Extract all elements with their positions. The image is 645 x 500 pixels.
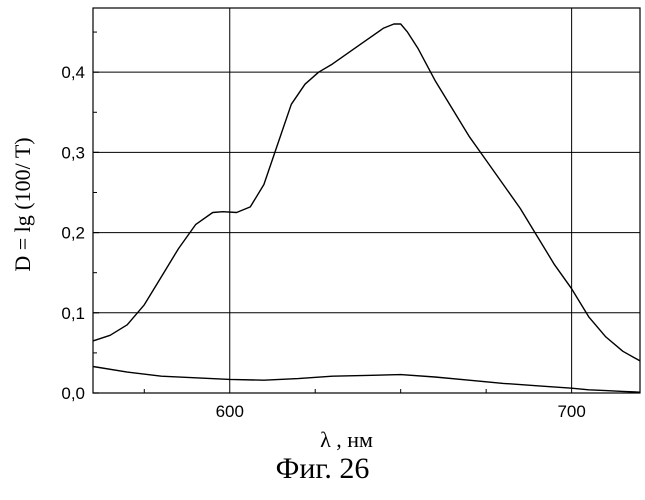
- x-tick-label: 600: [216, 402, 244, 421]
- x-tick-label: 700: [557, 402, 585, 421]
- figure-caption: Фиг. 26: [0, 452, 645, 486]
- y-tick-labels: 0,0 0,1 0,2 0,3 0,4: [61, 63, 85, 403]
- series-line-2: [93, 367, 640, 393]
- x-tick-labels: 600 700: [216, 402, 586, 421]
- grid-lines: [93, 8, 640, 393]
- y-tick-label: 0,0: [61, 384, 85, 403]
- y-tick-label: 0,4: [61, 63, 85, 82]
- series-line-1: [93, 24, 640, 361]
- x-axis-label: λ , нм: [320, 427, 373, 452]
- y-axis-label: D = lg (100/ T): [10, 137, 35, 271]
- minor-tick-marks: [93, 32, 486, 393]
- y-tick-label: 0,1: [61, 304, 85, 323]
- series-lines: [93, 24, 640, 392]
- y-tick-label: 0,2: [61, 224, 85, 243]
- y-tick-label: 0,3: [61, 143, 85, 162]
- plot-frame: [93, 8, 640, 393]
